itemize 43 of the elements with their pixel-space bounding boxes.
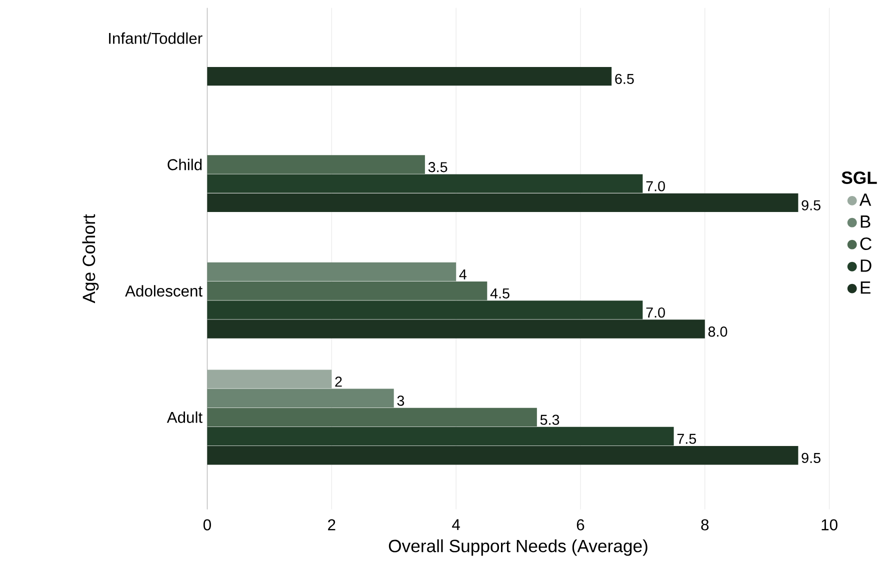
data-label: 7.0 [646,308,665,318]
bar [207,388,394,408]
y-tick-label: Adult [166,412,202,424]
bar [207,262,456,282]
y-tick-label: Infant/Toddler [109,32,202,44]
bar [207,67,612,86]
y-tick-label: Adolescent [125,285,202,297]
data-label: 3.5 [428,162,448,172]
data-label: 7.5 [677,434,696,444]
legend-title: SGL [842,172,877,184]
bar [207,174,643,193]
legend-label: A [859,194,872,206]
x-tick-label: 0 [203,519,211,530]
x-tick-label: 4 [452,519,460,530]
bar [207,408,537,427]
data-label: 7.0 [646,181,665,192]
legend-label: B [860,216,870,228]
x-tick-label: 8 [701,519,709,530]
data-label: 3 [397,396,404,406]
data-label: 9.5 [802,200,820,210]
x-tick-label: 6 [576,519,584,530]
legend-label: E [860,282,870,294]
y-axis-title: Age Cohort [82,214,99,304]
bar [207,446,798,465]
x-tick-label: 10 [822,519,838,530]
bar [207,320,705,338]
x-tick-label: 2 [328,519,336,530]
data-label: 8.0 [708,326,728,337]
bar [207,193,798,212]
bar [207,155,425,174]
data-label: 2 [335,376,342,387]
data-label: 5.3 [540,414,560,425]
legend-label: C [860,238,872,250]
bar [207,426,674,446]
y-tick-label: Child [168,158,202,170]
bar [207,300,643,320]
bar [207,282,488,300]
x-axis-title: Overall Support Needs (Average) [388,539,648,556]
data-label: 9.5 [802,452,820,464]
data-label: 4.5 [490,288,510,299]
data-label: 4 [459,270,466,280]
legend-label: D [860,260,872,272]
data-label: 6.5 [615,74,634,84]
